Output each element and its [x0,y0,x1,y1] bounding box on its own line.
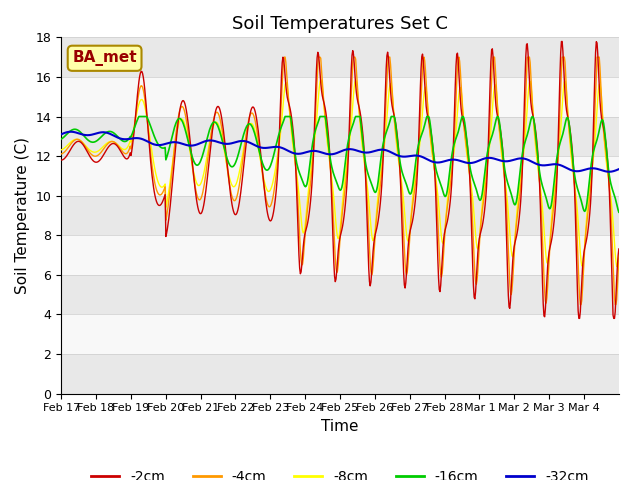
Bar [61,354,619,394]
Legend: -2cm, -4cm, -8cm, -16cm, -32cm: -2cm, -4cm, -8cm, -16cm, -32cm [86,465,594,480]
Bar [61,117,619,156]
Text: BA_met: BA_met [72,50,137,66]
Title: Soil Temperatures Set C: Soil Temperatures Set C [232,15,448,33]
Bar [61,77,619,117]
Bar [61,196,619,235]
Bar [61,275,619,314]
Bar [61,156,619,196]
Y-axis label: Soil Temperature (C): Soil Temperature (C) [15,137,30,294]
Bar [61,235,619,275]
Bar [61,314,619,354]
X-axis label: Time: Time [321,419,359,434]
Bar [61,37,619,77]
